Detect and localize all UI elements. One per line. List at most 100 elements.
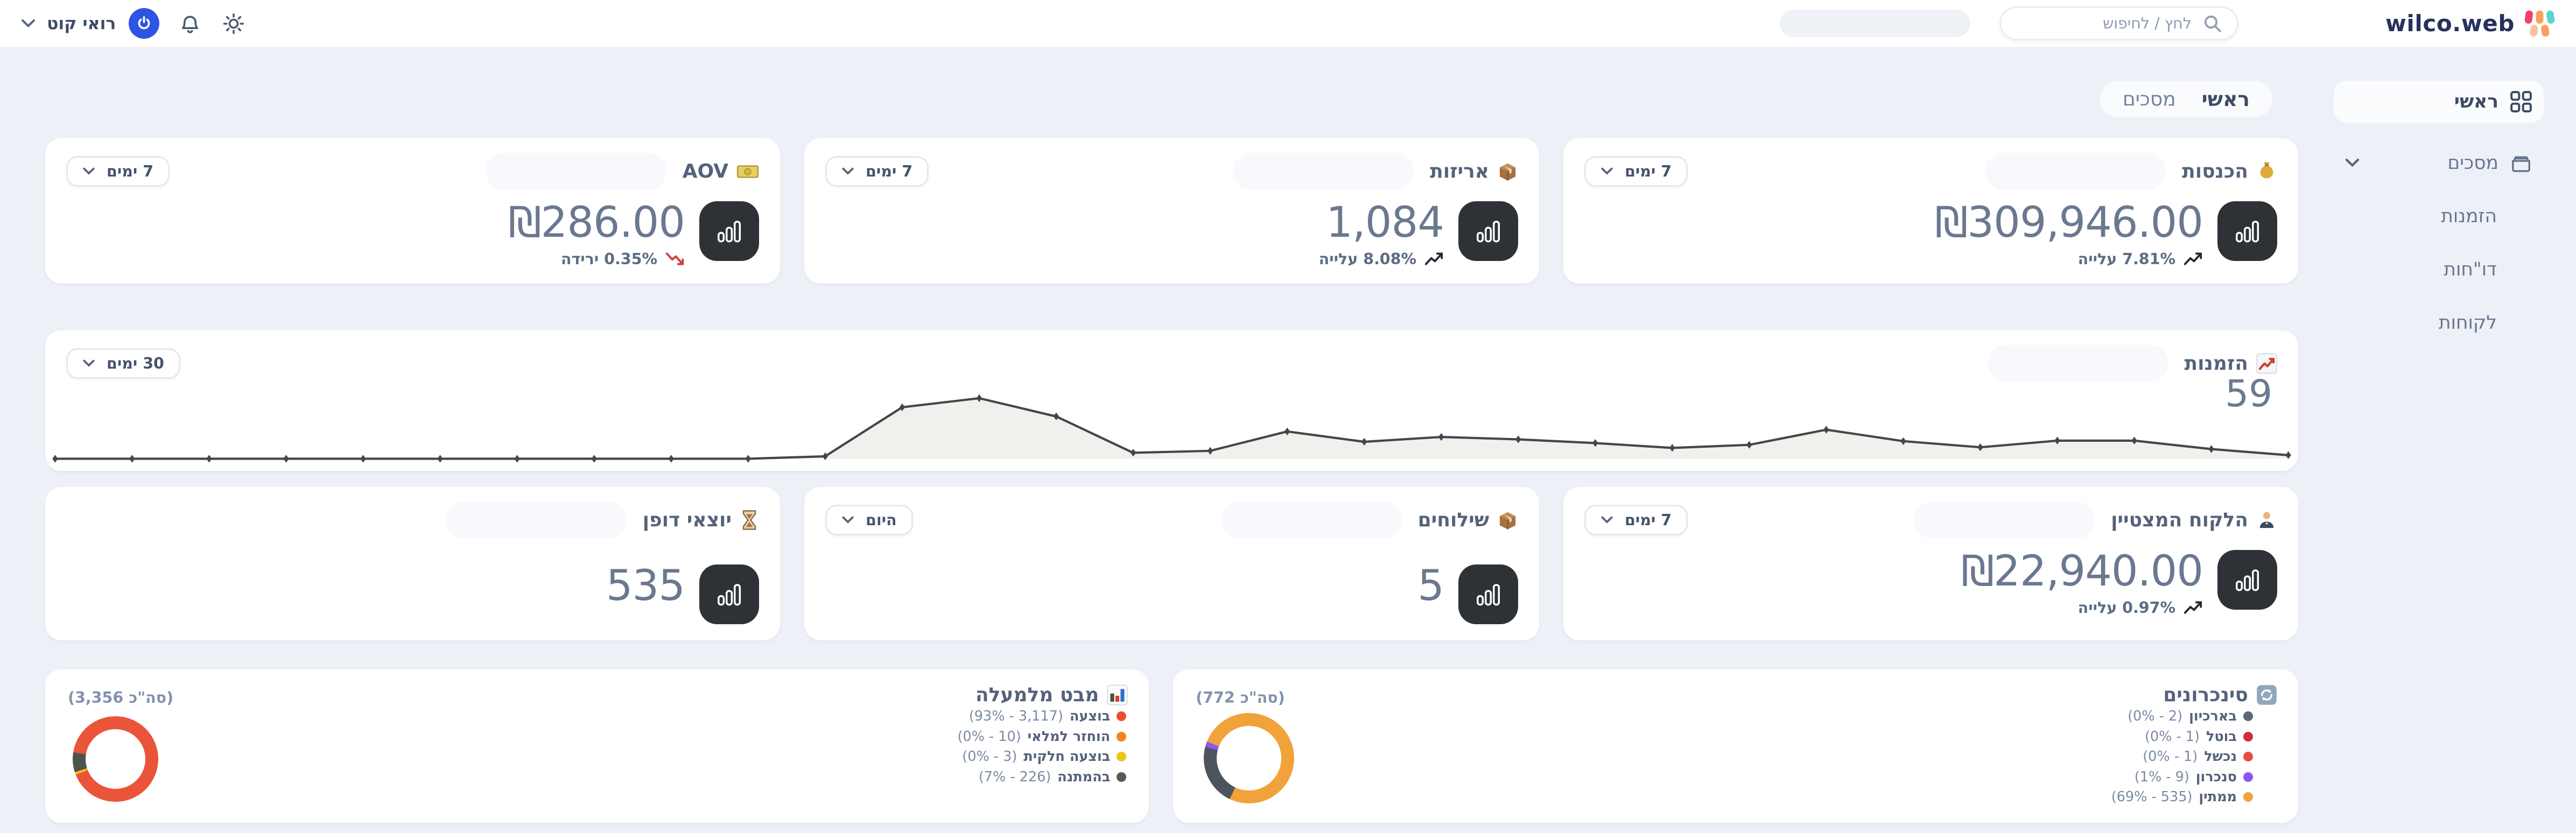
logo[interactable]: wilco.web [2385,10,2555,37]
legend-stats: (0% - 1) [2143,749,2198,765]
card-title: שילוחים [1417,509,1489,531]
period-dropdown[interactable]: 7 ימים [1584,505,1688,535]
legend-dot-icon [2243,731,2253,742]
tab-main[interactable]: ראשי [2201,87,2250,111]
period-dropdown[interactable]: היום [825,505,913,535]
syncs-donut-chart [1204,713,1295,803]
card-title: סינכרונים [2163,684,2248,706]
orders-value: 59 [2225,372,2272,415]
legend-dot-icon [2243,711,2253,721]
legend-dot-icon [2243,792,2253,802]
card-title: אריזות [1430,160,1489,182]
legend-label: סנכרון [2195,768,2237,785]
legend-stats: (69% - 535) [2111,789,2193,805]
chart-toggle-button[interactable] [699,564,759,624]
legend-stats: (93% - 3,117) [968,708,1063,724]
legend-dot-icon [1117,731,1127,742]
packages-value: 1,084 [1326,199,1444,247]
legend-dot-icon [1117,711,1127,721]
search-placeholder: לחץ / לחיפוש [2103,15,2192,32]
legend-item[interactable]: בוטל (0% - 1) [2145,729,2253,745]
legend-stats: (0% - 2) [2128,708,2183,724]
legend-item[interactable]: ממתין (69% - 535) [2111,789,2253,805]
user-avatar[interactable] [129,8,160,39]
legend-dot-icon [1117,772,1127,782]
legend-label: בוצעה חלקית [1023,749,1111,765]
search-icon [2203,14,2222,33]
logo-text: wilco.web [2385,10,2515,37]
legend-stats: (7% - 226) [978,768,1051,785]
card-title: הלקוח המצטיין [2111,509,2248,531]
legend-item[interactable]: הוחזר למלאי (0% - 10) [957,728,1127,745]
hourglass-icon [740,510,759,531]
user-menu-chevron-down-icon[interactable] [21,19,36,29]
sidebar-item-reports[interactable]: דו"חות [2444,259,2497,280]
money-bag-icon [2256,161,2277,182]
legend-dot-icon [2243,772,2253,782]
period-dropdown[interactable]: 7 ימים [1584,156,1688,187]
card-title: הכנסות [2182,160,2248,182]
sidebar-item-main[interactable]: ראשי [2334,81,2544,123]
shipments-card: שילוחים היום 5 [804,487,1539,640]
income-card: הכנסות 7 ימים ₪3 [1563,138,2298,284]
period-dropdown[interactable]: 30 ימים [66,348,180,379]
tab-screens[interactable]: מסכים [2122,88,2176,110]
card-title: הזמנות [2184,352,2248,375]
sidebar-item-screens[interactable]: מסכים [2334,142,2544,184]
chevron-down-icon[interactable] [2345,158,2360,168]
user-name[interactable]: רואי קוט [47,13,116,33]
grid-icon [2510,90,2532,113]
topbar-skeleton [1779,10,1970,37]
sidebar-item-customers[interactable]: לקוחות [2438,312,2497,334]
legend-item[interactable]: נכשל (0% - 1) [2143,749,2253,765]
sidebar-item-label: ראשי [2454,91,2498,112]
legend-stats: (1% - 9) [2134,768,2189,785]
legend-dot-icon [2243,752,2253,761]
top-customer-trend: 0.97% עלייה [2078,599,2203,617]
title-skeleton [1987,345,2168,382]
legend-stats: (0% - 3) [962,749,1017,765]
exceptions-value: 535 [606,562,685,610]
chart-toggle-button[interactable] [1458,201,1518,261]
legend-item[interactable]: סנכרון (1% - 9) [2135,769,2253,785]
chart-toggle-button[interactable] [2217,550,2277,610]
legend-item[interactable]: בוצעה (93% - 3,117) [968,708,1127,724]
chart-toggle-button[interactable] [2217,201,2277,261]
notifications-bell-button[interactable] [177,11,203,37]
theme-toggle-button[interactable] [221,11,247,37]
overview-total: (3,356 סה"כ) [68,689,174,707]
card-title: מבט מלמעלה [975,684,1099,706]
chart-toggle-button[interactable] [1458,564,1518,624]
period-dropdown[interactable]: 7 ימים [66,156,170,187]
topbar: wilco.web לחץ / לחיפוש [0,0,2576,48]
search-input[interactable]: לחץ / לחיפוש [1999,6,2238,40]
chart-toggle-button[interactable] [699,201,759,261]
legend-stats: (0% - 10) [957,728,1021,745]
sidebar-item-orders[interactable]: הזמנות [2441,206,2497,227]
income-value: ₪309,946.00 [1935,199,2203,247]
main-content: ראשי מסכים הכנסו [45,48,2298,823]
card-title: יוצאי דופן [642,509,732,531]
sidebar: ראשי מסכים הזמנות דו"חות [2318,48,2576,344]
box-icon [2510,152,2532,174]
packages-card: אריזות 7 ימים 1, [804,138,1539,284]
legend-item[interactable]: בהמתנה (7% - 226) [978,768,1127,785]
legend-item[interactable]: בוצעה חלקית (0% - 3) [962,749,1127,765]
orders-chart-card: הזמנות 30 ימים 59 [45,330,2298,471]
orders-line-chart [52,394,2291,463]
legend-item[interactable]: בארכיון (0% - 2) [2128,708,2253,724]
legend-label: ממתין [2199,789,2237,805]
trending-up-icon [2184,599,2203,616]
title-skeleton [1914,502,2095,539]
period-dropdown[interactable]: 7 ימים [825,156,929,187]
packages-trend: 8.08% עלייה [1319,250,1444,268]
breadcrumb-tabs: ראשי מסכים [45,81,2298,117]
aov-card: AOV 7 ימים ₪286. [45,138,780,284]
overview-legend: בוצעה (93% - 3,117) הוחזר למלאי (0% - 10) בו… [957,708,1127,785]
legend-label: בוטל [2206,728,2237,745]
banknote-icon [736,162,759,181]
top-customer-card: הלקוח המצטיין 7 ימים [1563,487,2298,640]
legend-label: נכשל [2204,749,2237,765]
businessperson-icon [2256,510,2277,531]
